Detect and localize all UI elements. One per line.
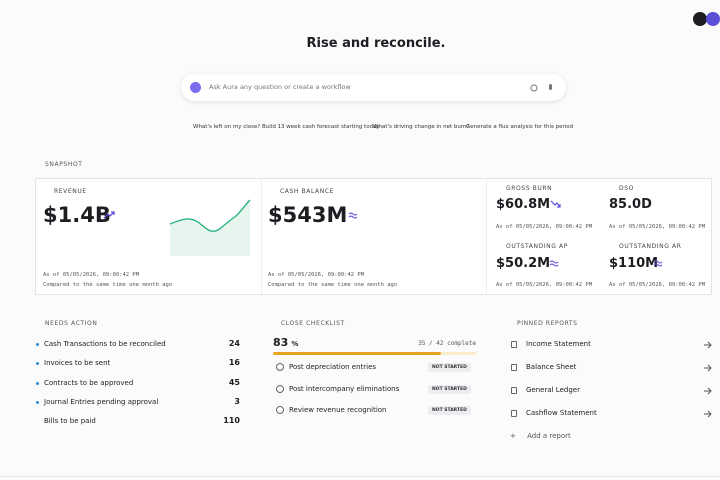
card-label: OUTSTANDING AP: [506, 243, 568, 250]
checklist-item[interactable]: Post depreciation entries: [289, 363, 377, 371]
card-label: CASH BALANCE: [280, 188, 334, 195]
report-name[interactable]: Income Statement: [526, 340, 591, 348]
card-value: $50.2M: [496, 256, 551, 271]
progress-label: 35 / 42 complete: [418, 340, 476, 347]
status-badge: NOT STARTED: [428, 384, 471, 394]
as-of: As of 05/05/2026, 09:00:42 PM: [496, 224, 593, 230]
card-value: $1.4B: [43, 203, 111, 227]
checklist-item[interactable]: Post intercompany eliminations: [289, 384, 400, 393]
report-name[interactable]: Balance Sheet: [526, 363, 577, 371]
action-count: 16: [228, 358, 240, 368]
search-icons: [530, 84, 552, 92]
report-icon: [511, 410, 517, 417]
status-badge: NOT STARTED: [428, 406, 471, 415]
progress-fill: [273, 352, 442, 355]
action-label[interactable]: Journal Entries pending approval: [44, 397, 159, 406]
as-of: As of 05/05/2026, 09:00:42 PM: [43, 272, 140, 278]
trend-flat-icon: [549, 260, 559, 267]
report-icon: [511, 387, 517, 394]
footer-line: [0, 476, 720, 477]
checkbox[interactable]: [276, 406, 284, 414]
checklist-item[interactable]: Review revenue recognition: [289, 406, 387, 414]
as-of: As of 05/05/2026, 09:00:42 PM: [609, 282, 706, 288]
as-of: As of 05/05/2026, 09:00:42 PM: [268, 272, 365, 278]
suggestion[interactable]: Generate a flux analysis for this period: [466, 124, 574, 130]
action-label[interactable]: Invoices to be sent: [44, 359, 111, 368]
add-report[interactable]: + Add a report: [510, 432, 571, 440]
report-icon: [511, 341, 517, 348]
action-count: 3: [234, 396, 240, 406]
arrow-icon[interactable]: [703, 387, 712, 395]
divider: [486, 179, 487, 294]
revenue-sparkline: [169, 199, 251, 256]
trend-down-icon: [550, 200, 561, 208]
card-label: OUTSTANDING AR: [619, 243, 682, 250]
title: Rise and reconcile.: [306, 36, 446, 51]
action-label[interactable]: Bills to be paid: [44, 417, 96, 426]
as-of: As of 05/05/2026, 09:00:42 PM: [496, 282, 593, 288]
percent-unit: %: [291, 340, 299, 348]
trend-up-icon: [103, 211, 115, 219]
arrow-icon[interactable]: [703, 364, 712, 372]
action-count: 110: [223, 416, 240, 426]
suggestion[interactable]: What's left on my close?: [193, 124, 261, 130]
comparison: Compared to the same time one month ago: [268, 282, 398, 288]
card-label: DSO: [619, 185, 634, 192]
card-value: $543M: [268, 203, 348, 227]
section-label: NEEDS ACTION: [45, 320, 98, 327]
report-name[interactable]: Cashflow Statement: [526, 409, 597, 417]
search-box[interactable]: Ask Aura any question or create a workfl…: [181, 74, 566, 101]
checkbox[interactable]: [276, 384, 284, 393]
checkbox[interactable]: [276, 363, 284, 371]
search-placeholder: Ask Aura any question or create a workfl…: [209, 83, 351, 91]
section-label: PINNED REPORTS: [517, 320, 578, 327]
snapshot-panel: [35, 178, 712, 295]
action-count: 24: [228, 339, 240, 348]
bullet: [36, 362, 39, 366]
report-name[interactable]: General Ledger: [526, 386, 580, 394]
trend-flat-icon: [348, 212, 358, 219]
report-icon: [511, 364, 517, 371]
avatar[interactable]: [693, 12, 707, 26]
trend-flat-icon: [653, 260, 663, 267]
bullet: [36, 381, 39, 385]
percent-value: 83: [273, 336, 289, 349]
action-label[interactable]: Cash Transactions to be reconciled: [44, 340, 166, 348]
progress-track: [273, 352, 476, 355]
suggestion[interactable]: What's driving change in net burn?: [373, 124, 470, 130]
card-value: 85.0D: [609, 197, 652, 212]
card-value: $110M: [609, 256, 659, 271]
comparison: Compared to the same time one month ago: [43, 282, 173, 288]
card-label: GROSS BURN: [506, 185, 553, 192]
arrow-icon[interactable]: [703, 410, 712, 418]
bullet: [36, 343, 39, 346]
avatar[interactable]: [706, 12, 720, 26]
action-count: 45: [228, 377, 240, 387]
as-of: As of 05/05/2026, 09:00:42 PM: [609, 224, 706, 230]
bullet: [36, 400, 39, 404]
close-percent: 83%: [273, 336, 298, 349]
card-label: REVENUE: [54, 188, 87, 195]
arrow-icon[interactable]: [703, 341, 712, 349]
divider: [261, 179, 262, 294]
aura-icon: [190, 82, 201, 93]
action-label[interactable]: Contracts to be approved: [44, 378, 134, 387]
section-label: CLOSE CHECKLIST: [281, 320, 345, 327]
add-report-label: Add a report: [527, 432, 571, 440]
suggestion[interactable]: Build 13 week cash forecast starting tod…: [262, 124, 380, 130]
card-value: $60.8M: [496, 197, 551, 212]
section-label: SNAPSHOT: [45, 161, 83, 168]
status-badge: NOT STARTED: [428, 363, 471, 372]
